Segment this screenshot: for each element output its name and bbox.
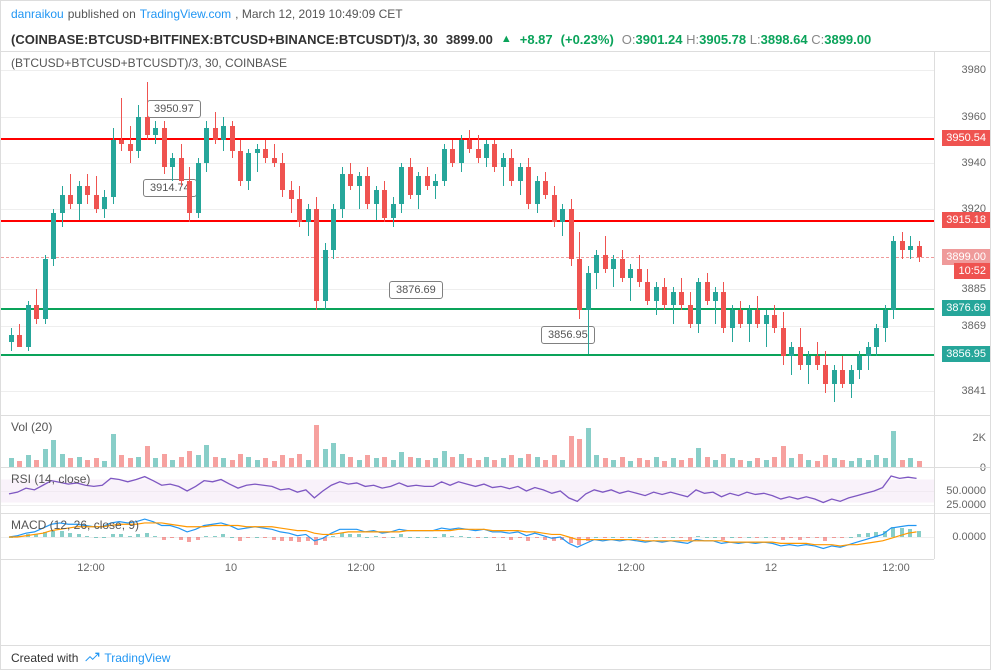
ticker-change-pct: (+0.23%) bbox=[561, 32, 614, 47]
arrow-up-icon: ▲ bbox=[501, 33, 512, 45]
ticker-bar: (COINBASE:BTCUSD+BITFINEX:BTCUSD+BINANCE… bbox=[1, 27, 990, 51]
volume-chart-area[interactable] bbox=[1, 416, 934, 467]
price-y-axis[interactable]: 39803960394039203885386938413950.543915.… bbox=[934, 52, 990, 415]
ticker-ohlc: O:3901.24 H:3905.78 L:3898.64 C:3899.00 bbox=[622, 32, 871, 47]
publish-date: , March 12, 2019 10:49:09 CET bbox=[235, 7, 402, 21]
macd-chart-area[interactable] bbox=[1, 514, 934, 559]
site-link[interactable]: TradingView.com bbox=[140, 7, 231, 21]
created-with-text: Created with bbox=[11, 651, 78, 665]
published-on-text: published on bbox=[68, 7, 136, 21]
rsi-panel[interactable]: RSI (14, close) 50.000025.0000 bbox=[1, 467, 990, 513]
ticker-last: 3899.00 bbox=[446, 32, 493, 47]
volume-y-axis[interactable]: 2K0 bbox=[934, 416, 990, 467]
tradingview-logo[interactable]: TradingView bbox=[84, 650, 170, 666]
ticker-expression: (COINBASE:BTCUSD+BITFINEX:BTCUSD+BINANCE… bbox=[11, 32, 438, 47]
price-panel[interactable]: (BTCUSD+BTCUSD+BTCUSDT)/3, 30, COINBASE … bbox=[1, 51, 990, 415]
footer: Created with TradingView bbox=[1, 645, 990, 669]
tradingview-icon bbox=[84, 650, 100, 666]
macd-panel[interactable]: MACD (12, 26, close, 9) 0.0000 bbox=[1, 513, 990, 559]
panels-group: (BTCUSD+BTCUSD+BTCUSDT)/3, 30, COINBASE … bbox=[1, 51, 990, 577]
macd-y-axis[interactable]: 0.0000 bbox=[934, 514, 990, 559]
author-link[interactable]: danraikou bbox=[11, 7, 64, 21]
macd-panel-label: MACD (12, 26, close, 9) bbox=[11, 518, 139, 532]
volume-panel-label: Vol (20) bbox=[11, 420, 52, 434]
rsi-panel-label: RSI (14, close) bbox=[11, 472, 90, 486]
x-axis[interactable]: 12:001012:001112:001212:00 bbox=[1, 559, 934, 577]
ticker-change-abs: +8.87 bbox=[520, 32, 553, 47]
price-chart-area[interactable]: 3950.973914.743876.693856.95 bbox=[1, 52, 934, 415]
publish-header: danraikou published on TradingView.com ,… bbox=[1, 1, 990, 27]
rsi-chart-area[interactable] bbox=[1, 468, 934, 513]
volume-panel[interactable]: Vol (20) 2K0 bbox=[1, 415, 990, 467]
chart-container: danraikou published on TradingView.com ,… bbox=[0, 0, 991, 670]
price-panel-label: (BTCUSD+BTCUSD+BTCUSDT)/3, 30, COINBASE bbox=[11, 56, 287, 70]
rsi-y-axis[interactable]: 50.000025.0000 bbox=[934, 468, 990, 513]
